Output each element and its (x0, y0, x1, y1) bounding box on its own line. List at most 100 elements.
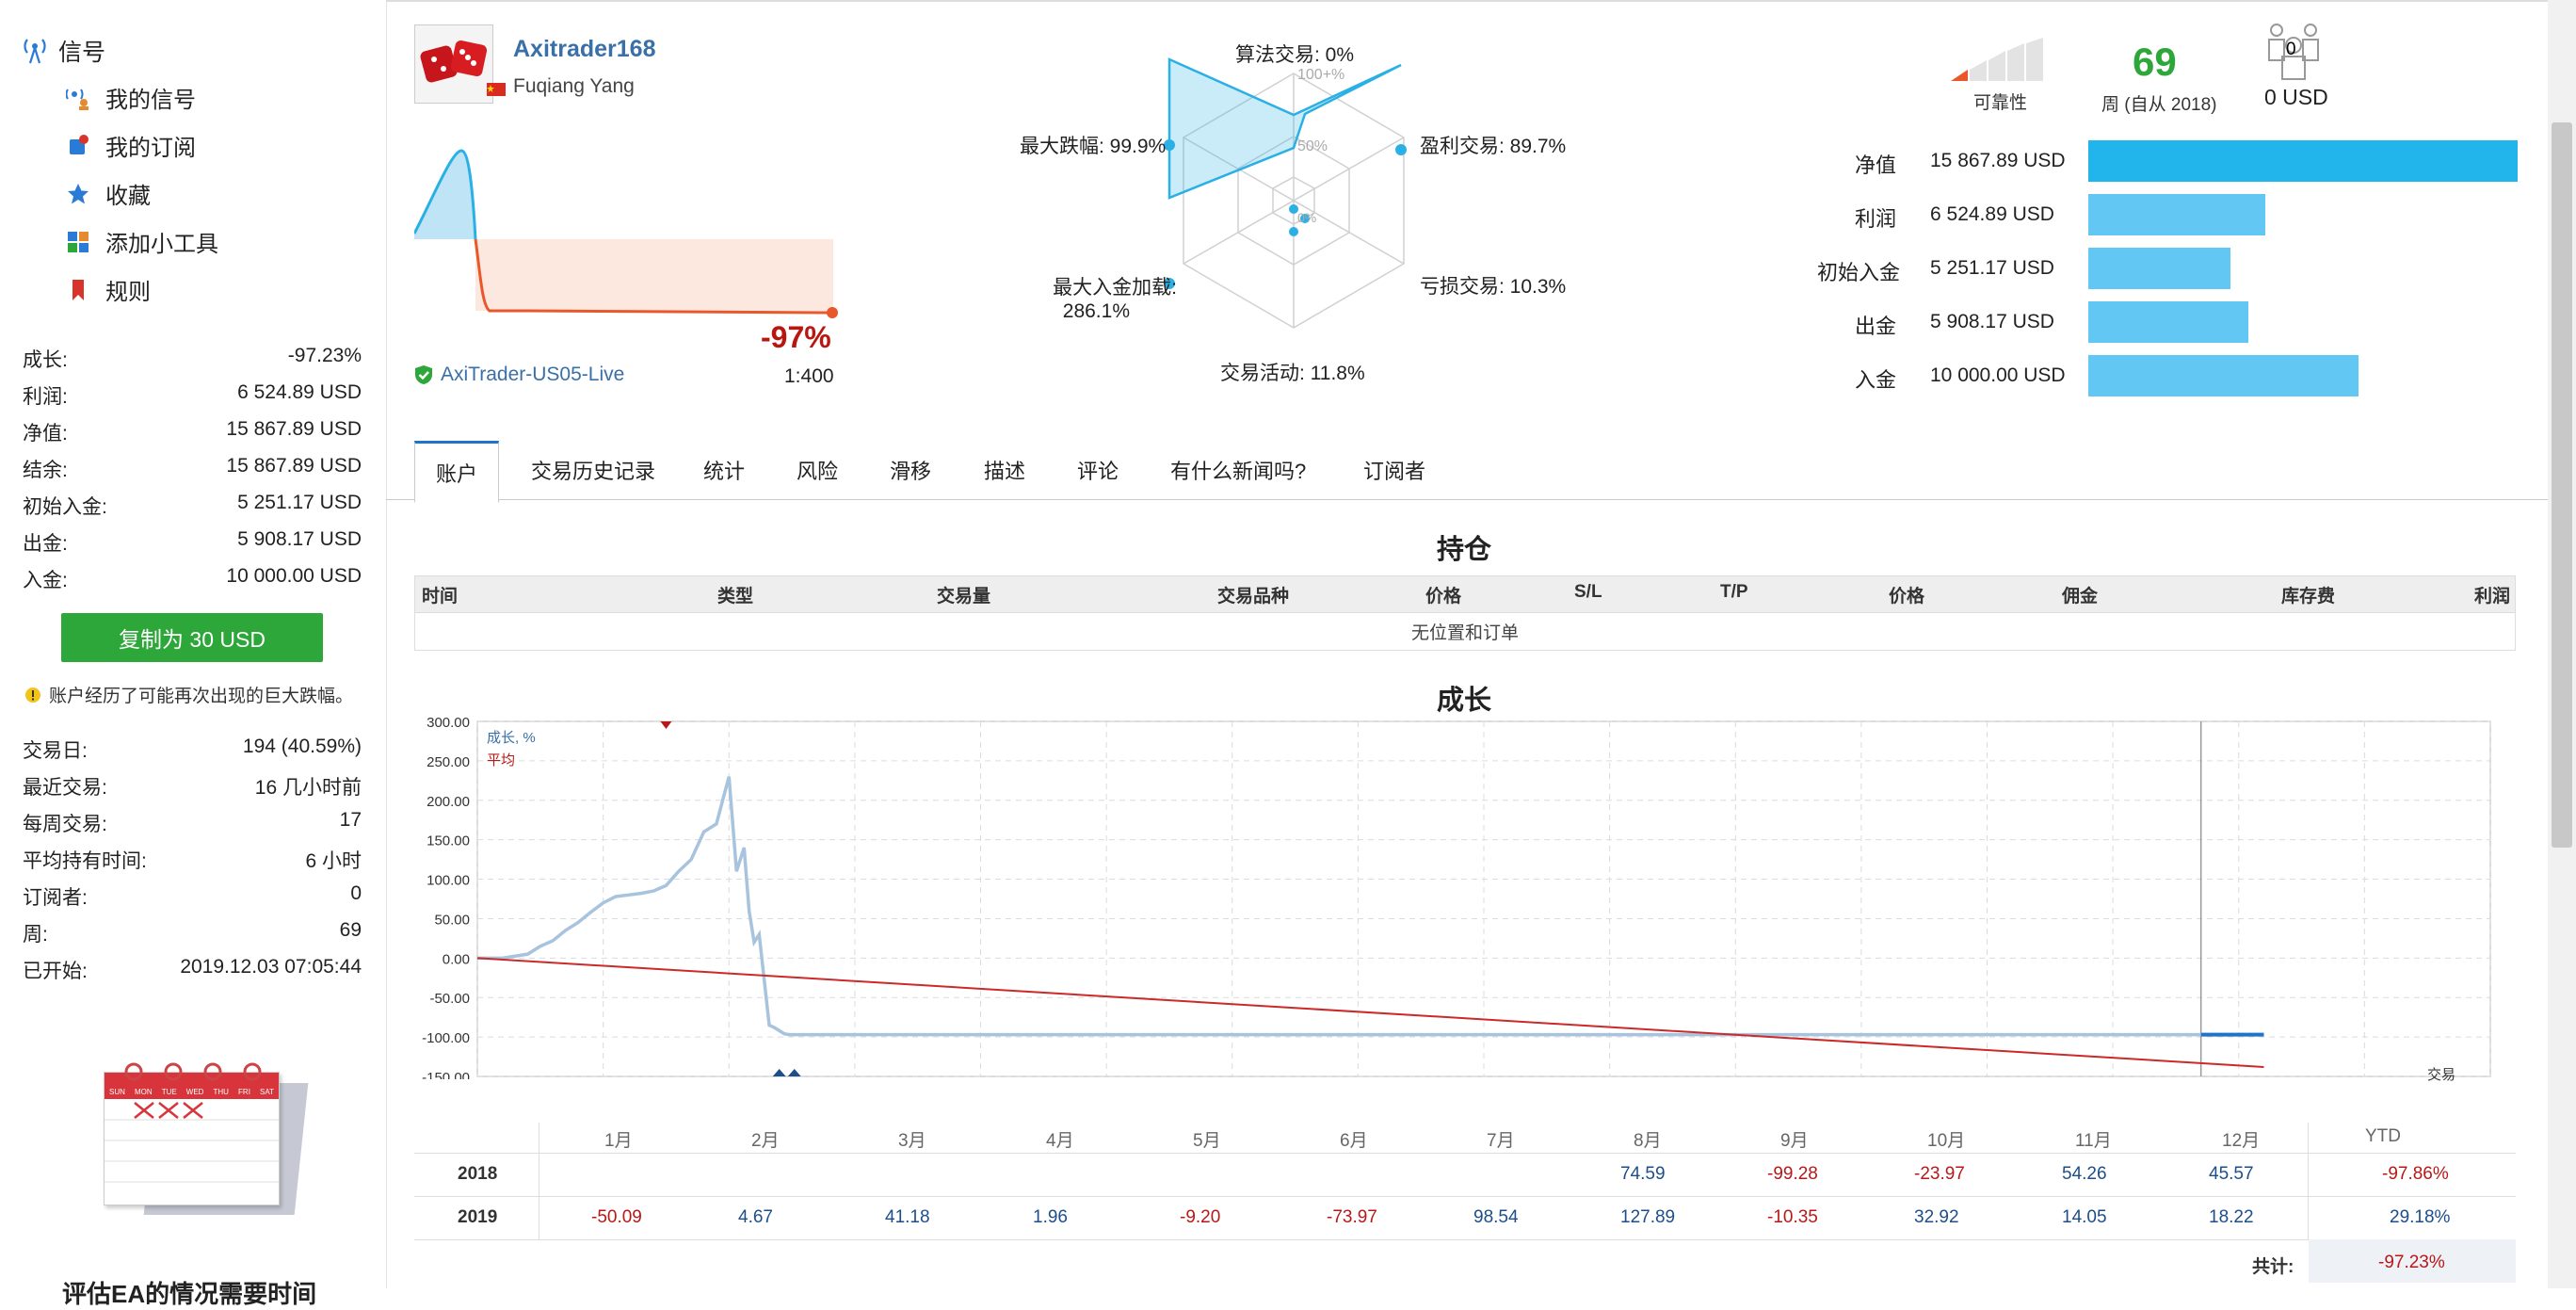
server-link[interactable]: AxiTrader-US05-Live (414, 364, 624, 386)
tab-account[interactable]: 账户 (414, 441, 500, 503)
owner-name[interactable]: Fuqiang Yang (513, 75, 635, 97)
subscribers-count: 0 (2286, 40, 2296, 59)
tab-trade-history[interactable]: 交易历史记录 (531, 460, 656, 483)
stat-value: 16 几小时前 (254, 777, 362, 799)
stat-label: 订阅者: (23, 887, 88, 909)
ytd-2019: 29.18% (2390, 1207, 2451, 1227)
subscribers-usd: 0 USD (2264, 85, 2328, 109)
warning-icon (25, 687, 40, 703)
stat-label: 周: (23, 924, 48, 946)
growth-series-line (477, 776, 2264, 1037)
growth-chart: 300.00 250.00 200.00 150.00 100.00 50.00 0.00 -… (422, 715, 2491, 1079)
stat-label: 入金: (23, 570, 68, 591)
col-volume: 交易量 (937, 587, 991, 606)
table-line (414, 1153, 2516, 1154)
stat-label: 交易日: (23, 740, 88, 762)
stat-label: 已开始: (23, 961, 88, 982)
drawdown-warning: 账户经历了可能再次出现的巨大跌幅。 (24, 682, 353, 707)
widget-icon (68, 231, 89, 252)
y-tick-label: 0.00 (443, 951, 470, 967)
tab-risks[interactable]: 风险 (797, 460, 839, 483)
total-label: 共计: (2252, 1257, 2294, 1277)
month-value: 54.26 (2062, 1164, 2107, 1184)
bar-label-initial-deposit: 初始入金 (1817, 261, 1901, 284)
stat-value: 5 251.17 USD (237, 492, 362, 513)
calendar-day-label: SAT (259, 1088, 274, 1096)
col-price: 价格 (1425, 587, 1462, 606)
sidebar-item-my-signals[interactable]: 我的信号 (66, 81, 196, 114)
copy-button[interactable]: 复制为 30 USD (61, 613, 323, 662)
stat-value: 15 867.89 USD (226, 455, 362, 477)
table-line (414, 1239, 2516, 1240)
tab-slippage[interactable]: 滑移 (890, 460, 932, 483)
mini-chart-positive-line (414, 149, 477, 240)
radar-points (1164, 139, 1407, 289)
scrollbar-thumb[interactable] (2552, 122, 2572, 848)
scrollbar-track[interactable] (2548, 0, 2576, 1288)
tab-description[interactable]: 描述 (984, 460, 1026, 483)
sidebar-bottom-text: 评估EA的情况需要时间 (62, 1280, 317, 1308)
sidebar-item-label: 添加小工具 (105, 232, 218, 257)
stat-label: 利润: (23, 386, 68, 408)
bar-label-deposits: 入金 (1855, 368, 1897, 392)
growth-title: 成长 (1436, 686, 1491, 716)
stat-value: 2019.12.03 07:05:44 (180, 956, 362, 978)
mini-chart-negative-area (475, 239, 833, 311)
avatar[interactable] (414, 24, 493, 104)
average-series-line (476, 957, 2264, 1068)
signal-antenna-icon (24, 39, 46, 64)
table-vline (2308, 1123, 2309, 1239)
month-label: 1月 (604, 1131, 633, 1151)
radar-label-loss-trades: 亏损交易: 10.3% (1420, 276, 1567, 298)
month-value: 41.18 (885, 1207, 930, 1227)
signals-title-label: 信号 (58, 40, 106, 66)
positions-empty: 无位置和订单 (414, 613, 2516, 651)
stat-deposits: 入金: 10 000.00 USD (23, 565, 362, 593)
month-label: 4月 (1046, 1131, 1074, 1151)
sidebar-item-rules[interactable]: 规则 (66, 273, 151, 306)
tab-subscribers[interactable]: 订阅者 (1363, 460, 1426, 483)
bookmark-icon (72, 279, 84, 300)
col-price-2: 价格 (1889, 587, 1925, 606)
stat-balance: 结余: 15 867.89 USD (23, 455, 362, 483)
sidebar: 信号 我的信号 我的订阅 收藏 添加小工具 规则 成长: -97.23% 利润: 6… (0, 0, 387, 1308)
chart-y-ticks: 300.00 250.00 200.00 150.00 100.00 50.00 0.00 -… (422, 715, 470, 1079)
y-tick-label: 100.00 (427, 873, 470, 889)
stat-label: 出金: (23, 533, 68, 555)
stat-value: 6 小时 (305, 850, 362, 872)
calendar-rings (115, 1060, 275, 1088)
my-signals-icon (66, 88, 89, 110)
my-subscriptions-icon (70, 134, 89, 154)
mini-chart-endpoint (827, 307, 838, 318)
stat-label: 结余: (23, 460, 68, 481)
table-line (414, 1196, 2516, 1197)
tab-statistics[interactable]: 统计 (703, 460, 746, 483)
sidebar-item-add-widget[interactable]: 添加小工具 (66, 225, 218, 258)
month-value: 18.22 (2209, 1207, 2254, 1227)
stat-value: 5 908.17 USD (237, 528, 362, 550)
month-value: -10.35 (1767, 1207, 1818, 1227)
tab-news[interactable]: 有什么新闻吗? (1170, 460, 1307, 483)
mini-chart-positive-area (414, 151, 475, 239)
stat-trading-days: 交易日: 194 (40.59%) (23, 736, 362, 764)
mini-growth-chart (414, 149, 838, 318)
radar-value-area (1167, 57, 1402, 200)
sidebar-item-favorites[interactable]: 收藏 (66, 177, 151, 210)
leverage: 1:400 (784, 365, 834, 387)
calendar-day-label: FRI (238, 1088, 250, 1096)
sidebar-item-my-subscriptions[interactable]: 我的订阅 (66, 129, 196, 162)
year-2018: 2018 (458, 1164, 498, 1184)
month-value: -23.97 (1914, 1164, 1965, 1184)
reliability-bars-icon (1951, 38, 2043, 81)
month-value: -50.09 (591, 1207, 642, 1227)
weeks-value: 69 (2133, 40, 2177, 84)
stat-value: 6 524.89 USD (237, 381, 362, 403)
radar-label-max-drawdown: 最大跌幅: 99.9% (1020, 136, 1167, 157)
positions-header (414, 575, 2516, 613)
signals-section-title[interactable]: 信号 (23, 34, 105, 68)
tab-reviews[interactable]: 评论 (1077, 460, 1119, 483)
signal-name-link[interactable]: Axitrader168 (513, 36, 656, 62)
stat-profit: 利润: 6 524.89 USD (23, 381, 362, 410)
ytd-header: YTD (2365, 1126, 2401, 1146)
stat-avg-holding: 平均持有时间: 6 小时 (23, 846, 362, 874)
